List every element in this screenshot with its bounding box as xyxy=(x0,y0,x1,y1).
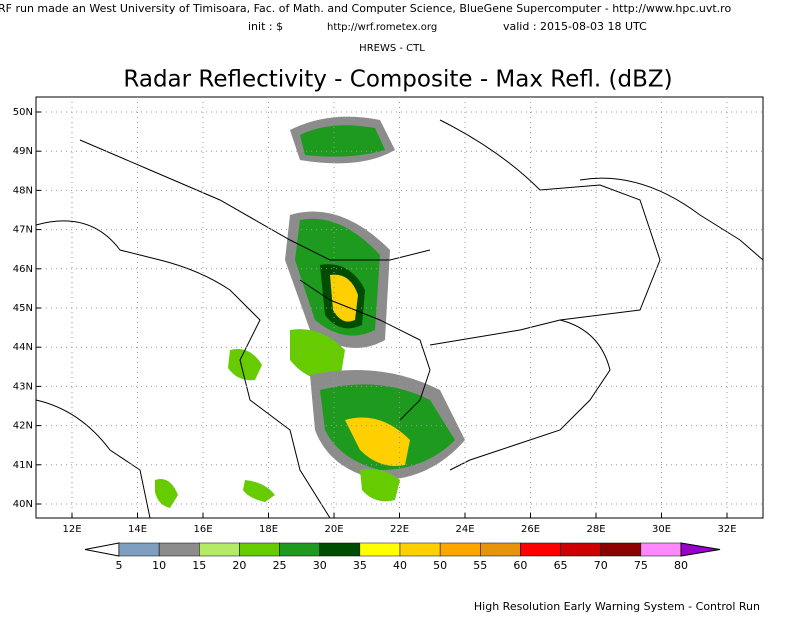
colorbar-label: 15 xyxy=(192,559,206,572)
colorbar-box xyxy=(480,542,521,557)
colorbar-over xyxy=(680,542,721,557)
colorbar-box xyxy=(439,542,481,557)
lon-label: 24E xyxy=(455,524,474,535)
colorbar-box xyxy=(239,542,280,557)
colorbar-box xyxy=(199,542,240,557)
echo xyxy=(155,479,178,508)
lat-label: 42N xyxy=(13,421,33,432)
model-name: HREWS - CTL xyxy=(359,43,425,54)
colorbar-label: 40 xyxy=(393,559,407,572)
lon-label: 30E xyxy=(652,524,671,535)
coastline xyxy=(35,220,331,519)
colorbar-box xyxy=(279,542,320,557)
colorbar-label: 10 xyxy=(152,559,166,572)
source-url: http://wrf.rometex.org xyxy=(327,22,437,33)
colorbar-label: 30 xyxy=(313,559,327,572)
colorbar-label: 20 xyxy=(232,559,246,572)
colorbar-under xyxy=(84,542,120,557)
colorbar-label: 70 xyxy=(594,559,608,572)
lat-label: 45N xyxy=(13,303,33,314)
border xyxy=(79,139,431,261)
colorbar-box xyxy=(319,542,361,557)
colorbar-label: 35 xyxy=(353,559,367,572)
lon-label: 28E xyxy=(586,524,605,535)
map-title: Radar Reflectivity - Composite - Max Ref… xyxy=(123,67,672,93)
radar-echoes xyxy=(155,116,465,508)
lat-label: 43N xyxy=(13,381,33,392)
colorbar-label: 80 xyxy=(674,559,688,572)
colorbar-box xyxy=(640,542,682,557)
lat-label: 41N xyxy=(13,460,33,471)
lon-label: 18E xyxy=(259,524,278,535)
colorbar-box xyxy=(520,542,561,557)
echo xyxy=(345,417,410,466)
echo xyxy=(330,274,358,322)
lon-label: 22E xyxy=(390,524,409,535)
colorbar-box xyxy=(118,542,160,557)
colorbar-label: 50 xyxy=(433,559,447,572)
lon-label: 20E xyxy=(324,524,343,535)
border xyxy=(429,119,661,346)
lon-label: 32E xyxy=(717,524,736,535)
colorbar-box xyxy=(158,542,200,557)
echo xyxy=(290,329,345,381)
init-label: init : $ xyxy=(248,20,283,33)
colorbar: 5 10 15 20 25 30 35 40 50 55 60 65 70 75 80 xyxy=(84,542,721,572)
colorbar-label: 75 xyxy=(634,559,648,572)
colorbar-box xyxy=(560,542,601,557)
lat-label: 46N xyxy=(13,264,33,275)
lon-label: 16E xyxy=(193,524,212,535)
lat-label: 49N xyxy=(13,146,33,157)
colorbar-box xyxy=(600,542,642,557)
lat-label: 50N xyxy=(13,107,33,118)
footer: High Resolution Early Warning System - C… xyxy=(474,600,760,613)
lat-label: 48N xyxy=(13,185,33,196)
coastline xyxy=(449,319,611,471)
echo xyxy=(243,480,275,502)
colorbar-label: 60 xyxy=(513,559,527,572)
map xyxy=(35,96,764,519)
colorbar-box xyxy=(399,542,441,557)
echo xyxy=(228,349,262,381)
valid-time: valid : 2015-08-03 18 UTC xyxy=(503,20,647,33)
lat-label: 44N xyxy=(13,342,33,353)
lon-label: 12E xyxy=(62,524,81,535)
border xyxy=(299,279,431,421)
border xyxy=(579,177,764,261)
coastline xyxy=(35,399,151,519)
echo xyxy=(300,125,385,157)
lat-label: 40N xyxy=(13,499,33,510)
colorbar-label: 65 xyxy=(554,559,568,572)
borders xyxy=(35,119,764,519)
colorbar-label: 25 xyxy=(273,559,287,572)
lon-label: 14E xyxy=(128,524,147,535)
lon-label: 26E xyxy=(521,524,540,535)
colorbar-box xyxy=(359,542,401,557)
echo xyxy=(360,468,400,502)
lat-label: 47N xyxy=(13,225,33,236)
run-info: RF run made an West University of Timiso… xyxy=(0,2,731,15)
colorbar-label: 5 xyxy=(116,559,123,572)
colorbar-label: 55 xyxy=(473,559,487,572)
